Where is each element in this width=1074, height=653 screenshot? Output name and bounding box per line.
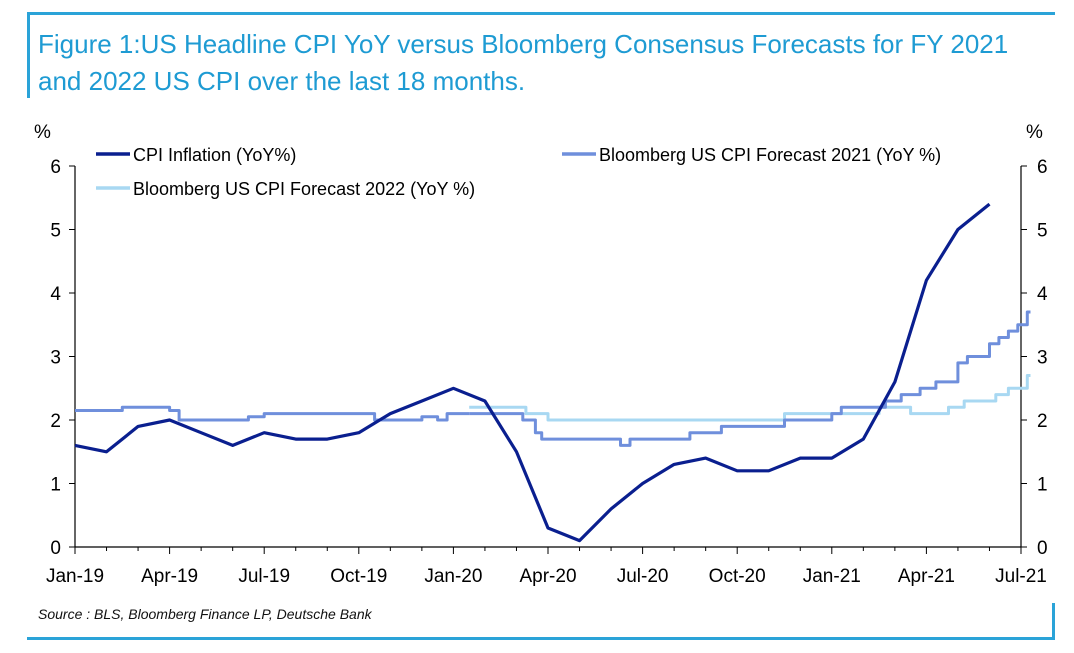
x-tick-label: Oct-20 [709,566,766,587]
series-line-3 [75,405,470,422]
x-tick-label: Oct-19 [330,566,387,587]
y-tick-label-right: 6 [1037,157,1048,178]
x-tick: Jul-19 [238,566,290,587]
y-tick-label-left: 4 [50,284,61,305]
x-tick-label: Apr-19 [141,566,198,587]
x-tick-label: Jan-20 [424,566,482,587]
series-line-1 [469,310,1031,447]
x-tick: Apr-21 [898,566,955,587]
y-tick-label-right: 4 [1037,284,1048,305]
chart-title: Figure 1:US Headline CPI YoY versus Bloo… [38,29,1009,96]
y-tick-label-right: 5 [1037,221,1048,242]
series-line-2 [469,374,1031,422]
y-tick-label-right: 1 [1037,475,1048,496]
x-tick: Apr-19 [141,566,198,587]
x-tick: Apr-20 [519,566,576,587]
x-tick: Oct-20 [709,566,766,587]
x-tick-label: Jan-19 [46,566,104,587]
x-tick-label: Jan-21 [803,566,861,587]
source-note: Source : BLS, Bloomberg Finance LP, Deut… [38,606,372,622]
x-tick: Oct-19 [330,566,387,587]
y-unit-left: % [34,122,51,143]
y-tick-label-right: 3 [1037,348,1048,369]
y-tick-label-left: 2 [50,411,61,432]
x-tick-label: Jul-21 [995,566,1047,587]
y-tick-label-left: 1 [50,475,61,496]
frame-right-border [1052,603,1055,640]
y-tick-label-left: 5 [50,221,61,242]
legend-label: CPI Inflation (YoY%) [133,145,296,165]
y-tick-label-left: 0 [50,538,61,559]
y-tick-label-left: 3 [50,348,61,369]
x-tick: Jan-21 [803,566,861,587]
y-tick-label-left: 6 [50,157,61,178]
chart-legend: CPI Inflation (YoY%) Bloomberg US CPI For… [96,145,941,199]
y-unit-right: % [1026,122,1043,143]
x-tick: Jan-20 [424,566,482,587]
chart-series [74,202,1031,543]
frame-left-border [27,12,30,98]
frame-top-border [27,12,1055,15]
x-tick: Jan-19 [46,566,104,587]
x-tick-label: Apr-20 [519,566,576,587]
x-tick: Jul-20 [617,566,669,587]
x-tick-label: Jul-20 [617,566,669,587]
legend-label: Bloomberg US CPI Forecast 2021 (YoY %) [599,145,941,165]
y-tick-label-right: 0 [1037,538,1048,559]
frame-bottom-border [27,637,1055,640]
legend-label: Bloomberg US CPI Forecast 2022 (YoY %) [133,179,475,199]
y-tick-label-right: 2 [1037,411,1048,432]
series-line-0 [74,202,991,543]
x-tick: Jul-21 [995,566,1047,587]
x-tick-label: Jul-19 [238,566,290,587]
x-tick-label: Apr-21 [898,566,955,587]
